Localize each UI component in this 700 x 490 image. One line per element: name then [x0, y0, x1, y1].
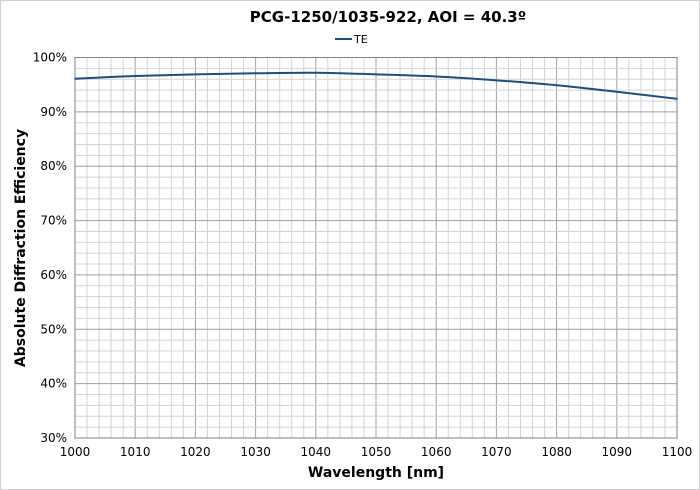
y-tick-label: 60% — [40, 268, 67, 282]
legend: TE — [335, 33, 368, 46]
y-axis-label: Absolute Diffraction Efficiency — [13, 129, 29, 367]
y-tick-label: 50% — [40, 322, 67, 336]
data-point — [254, 72, 257, 75]
data-point — [134, 75, 136, 77]
data-point — [616, 90, 618, 93]
y-tick-label: 80% — [40, 159, 67, 173]
y-tick-label: 70% — [40, 214, 67, 228]
y-tick-label: 40% — [40, 377, 67, 391]
legend-label-te: TE — [353, 33, 368, 46]
x-tick-label: 1000 — [60, 445, 91, 459]
data-point — [74, 77, 76, 80]
x-tick-label: 1040 — [301, 445, 332, 459]
x-tick-label: 1100 — [662, 445, 693, 459]
data-point — [315, 71, 317, 74]
x-tick-label: 1010 — [120, 445, 151, 459]
y-tick-label: 100% — [33, 51, 67, 65]
x-tick-label: 1050 — [361, 445, 392, 459]
data-point — [435, 75, 438, 78]
data-point — [555, 84, 558, 87]
x-tick-label: 1070 — [481, 445, 512, 459]
chart-title: PCG-1250/1035-922, AOI = 40.3º — [250, 8, 526, 26]
data-point — [375, 73, 377, 76]
x-axis-label: Wavelength [nm] — [308, 465, 444, 481]
x-tick-label: 1080 — [541, 445, 572, 459]
x-tick-label: 1060 — [421, 445, 452, 459]
x-tick-label: 1090 — [602, 445, 633, 459]
y-tick-label: 90% — [40, 105, 67, 119]
data-point — [194, 73, 197, 76]
x-tick-label: 1030 — [240, 445, 271, 459]
plot-area — [74, 57, 678, 439]
data-point — [676, 98, 678, 100]
data-point — [495, 79, 498, 82]
x-tick-label: 1020 — [180, 445, 211, 459]
y-tick-label: 30% — [40, 431, 67, 445]
